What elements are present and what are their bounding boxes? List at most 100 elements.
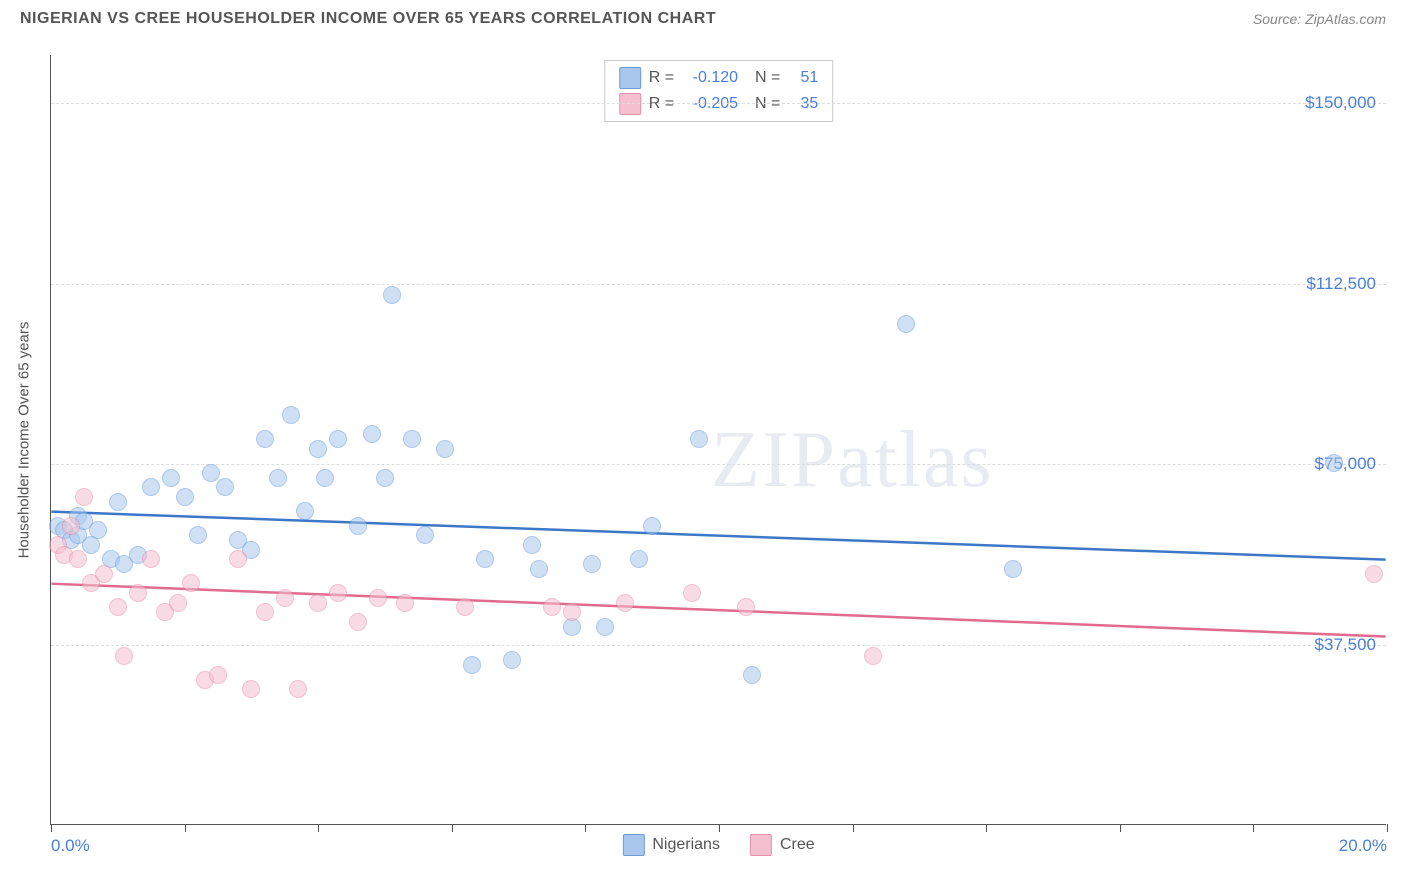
legend-swatch xyxy=(619,67,641,89)
watermark: ZIPatlas xyxy=(711,415,994,506)
data-point xyxy=(1365,565,1383,583)
data-point xyxy=(329,584,347,602)
legend-label: Nigerians xyxy=(652,836,720,854)
data-point xyxy=(216,478,234,496)
data-point xyxy=(229,550,247,568)
data-point xyxy=(75,488,93,506)
data-point xyxy=(242,680,260,698)
data-point xyxy=(69,550,87,568)
data-point xyxy=(95,565,113,583)
legend-item: Cree xyxy=(750,834,815,856)
data-point xyxy=(396,594,414,612)
x-tick xyxy=(986,824,987,832)
stats-r-value: -0.120 xyxy=(682,69,738,87)
x-tick xyxy=(185,824,186,832)
scatter-chart: ZIPatlas R =-0.120 N =51R =-0.205 N =35 … xyxy=(50,55,1386,825)
data-point xyxy=(864,647,882,665)
x-tick xyxy=(318,824,319,832)
gridline xyxy=(51,645,1386,646)
data-point xyxy=(543,598,561,616)
x-tick xyxy=(853,824,854,832)
legend-item: Nigerians xyxy=(622,834,720,856)
data-point xyxy=(169,594,187,612)
data-point xyxy=(369,589,387,607)
data-point xyxy=(176,488,194,506)
x-tick-label: 0.0% xyxy=(51,836,90,856)
data-point xyxy=(256,430,274,448)
data-point xyxy=(115,647,133,665)
x-tick xyxy=(1253,824,1254,832)
source-attribution: Source: ZipAtlas.com xyxy=(1253,11,1386,27)
x-tick-label: 20.0% xyxy=(1339,836,1387,856)
trendlines-layer xyxy=(51,55,1386,824)
data-point xyxy=(142,478,160,496)
data-point xyxy=(309,440,327,458)
data-point xyxy=(282,406,300,424)
data-point xyxy=(62,517,80,535)
data-point xyxy=(376,469,394,487)
data-point xyxy=(630,550,648,568)
data-point xyxy=(269,469,287,487)
y-axis-label: Householder Income Over 65 years xyxy=(16,322,33,559)
data-point xyxy=(296,502,314,520)
data-point xyxy=(142,550,160,568)
y-tick-label: $150,000 xyxy=(1305,93,1376,113)
stats-n-label: N = xyxy=(746,69,780,87)
data-point xyxy=(530,560,548,578)
data-point xyxy=(1004,560,1022,578)
y-tick-label: $112,500 xyxy=(1306,274,1376,294)
data-point xyxy=(683,584,701,602)
data-point xyxy=(329,430,347,448)
data-point xyxy=(256,603,274,621)
data-point xyxy=(276,589,294,607)
data-point xyxy=(1325,454,1343,472)
data-point xyxy=(456,598,474,616)
data-point xyxy=(289,680,307,698)
trendline xyxy=(51,584,1385,637)
stats-n-value: 51 xyxy=(788,69,818,87)
data-point xyxy=(309,594,327,612)
x-tick xyxy=(1387,824,1388,832)
gridline xyxy=(51,284,1386,285)
stats-legend-row: R = -0.120 N = 51 xyxy=(619,65,819,91)
gridline xyxy=(51,464,1386,465)
data-point xyxy=(349,517,367,535)
data-point xyxy=(523,536,541,554)
data-point xyxy=(476,550,494,568)
stats-r-label: R = xyxy=(649,69,674,87)
data-point xyxy=(109,493,127,511)
legend-label: Cree xyxy=(780,836,815,854)
data-point xyxy=(349,613,367,631)
data-point xyxy=(643,517,661,535)
data-point xyxy=(129,584,147,602)
data-point xyxy=(162,469,180,487)
data-point xyxy=(897,315,915,333)
legend-swatch xyxy=(750,834,772,856)
data-point xyxy=(383,286,401,304)
x-tick xyxy=(51,824,52,832)
data-point xyxy=(316,469,334,487)
data-point xyxy=(596,618,614,636)
chart-title: NIGERIAN VS CREE HOUSEHOLDER INCOME OVER… xyxy=(20,10,716,28)
data-point xyxy=(363,425,381,443)
data-point xyxy=(583,555,601,573)
data-point xyxy=(416,526,434,544)
data-point xyxy=(737,598,755,616)
data-point xyxy=(202,464,220,482)
x-tick xyxy=(1120,824,1121,832)
data-point xyxy=(743,666,761,684)
data-point xyxy=(436,440,454,458)
data-point xyxy=(403,430,421,448)
x-tick xyxy=(719,824,720,832)
data-point xyxy=(463,656,481,674)
x-tick xyxy=(585,824,586,832)
data-point xyxy=(189,526,207,544)
x-tick xyxy=(452,824,453,832)
stats-legend: R =-0.120 N =51R =-0.205 N =35 xyxy=(604,60,834,122)
data-point xyxy=(503,651,521,669)
data-point xyxy=(690,430,708,448)
data-point xyxy=(89,521,107,539)
data-point xyxy=(109,598,127,616)
series-legend: Nigerians Cree xyxy=(622,834,814,856)
data-point xyxy=(563,603,581,621)
